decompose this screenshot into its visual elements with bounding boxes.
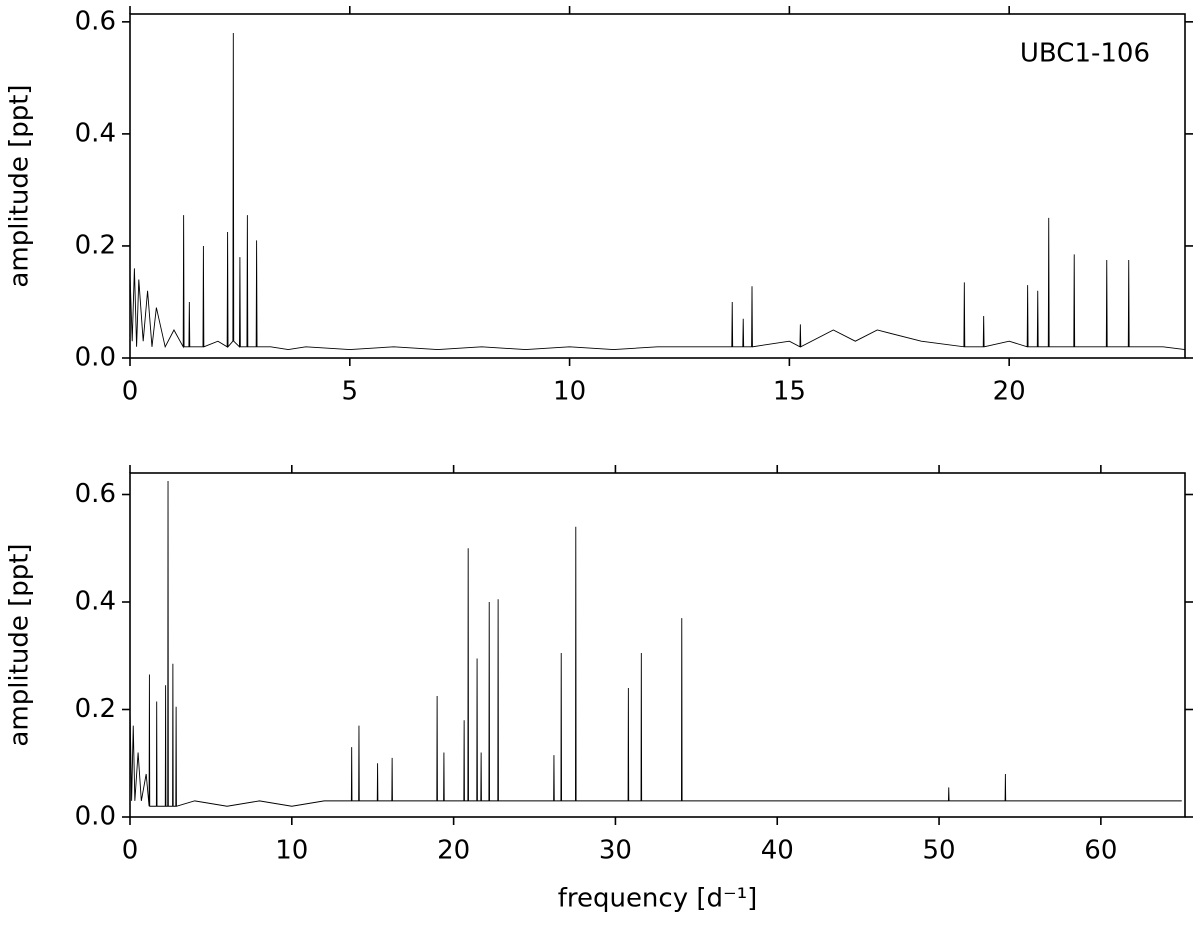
axes-frame	[129, 13, 1186, 359]
y-axis-label: amplitude [ppt]	[5, 84, 35, 287]
x-tick-label: 60	[1084, 836, 1117, 866]
x-tick-label: 15	[773, 377, 806, 407]
x-tick-label: 10	[275, 836, 308, 866]
x-tick-label: 40	[761, 836, 794, 866]
x-tick-label: 0	[122, 377, 139, 407]
spectrum-line	[129, 33, 1186, 351]
y-tick-label: 0.0	[75, 343, 116, 373]
x-tick-label: 20	[437, 836, 470, 866]
x-tick-label: 10	[553, 377, 586, 407]
y-tick-label: 0.4	[75, 587, 116, 617]
annotation: UBC1-106	[1020, 39, 1150, 69]
y-tick-label: 0.4	[75, 118, 116, 148]
x-tick-label: 0	[122, 836, 139, 866]
y-tick-label: 0.0	[75, 802, 116, 832]
x-tick-label: 30	[599, 836, 632, 866]
spectrum-line	[129, 481, 1182, 807]
y-axis-label: amplitude [ppt]	[5, 543, 35, 746]
axes-frame	[129, 472, 1186, 818]
y-tick-label: 0.6	[75, 479, 116, 509]
y-tick-label: 0.2	[75, 230, 116, 260]
y-tick-label: 0.2	[75, 694, 116, 724]
x-tick-label: 20	[993, 377, 1026, 407]
x-tick-label: 50	[923, 836, 956, 866]
y-tick-label: 0.6	[75, 6, 116, 36]
x-axis-label: frequency [d⁻¹]	[558, 884, 758, 914]
x-tick-label: 5	[342, 377, 359, 407]
